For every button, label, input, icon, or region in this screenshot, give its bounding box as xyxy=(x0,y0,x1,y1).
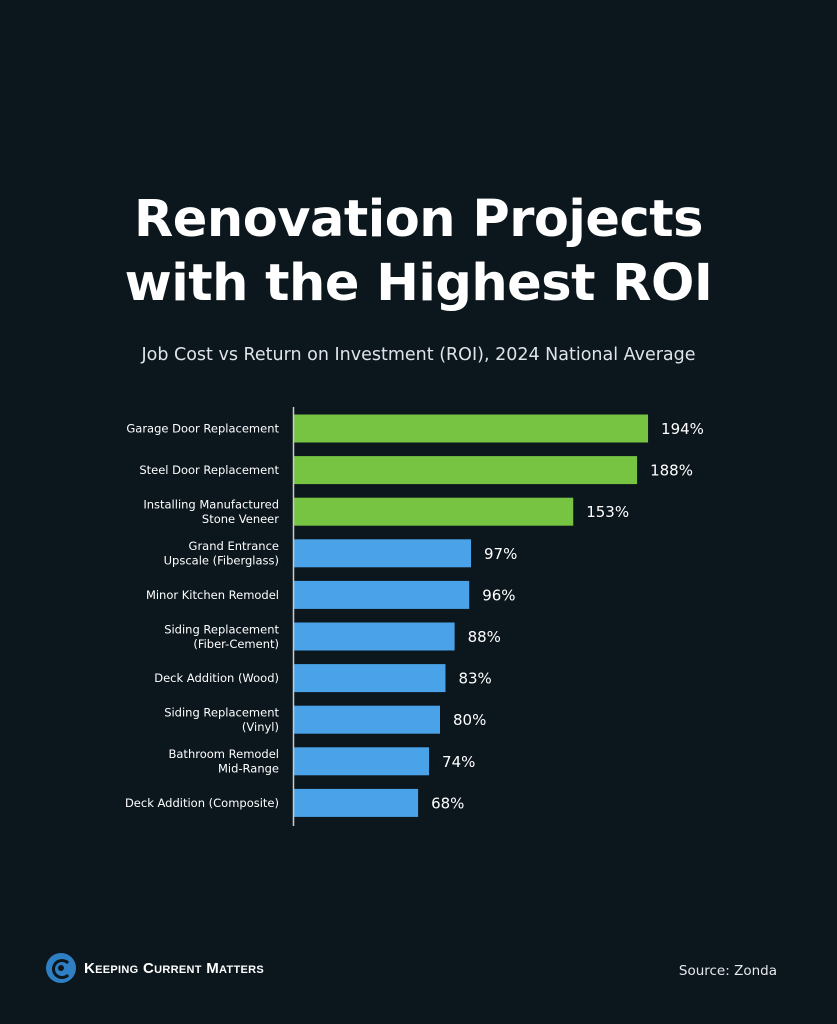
category-label-8: Siding Replacement (Vinyl) xyxy=(164,705,279,734)
bar-6 xyxy=(294,622,455,651)
value-label-4: 97% xyxy=(484,545,517,563)
bar-3 xyxy=(294,497,574,526)
value-label-8: 80% xyxy=(453,711,486,729)
chart-subtitle: Job Cost vs Return on Investment (ROI), … xyxy=(141,345,696,365)
value-label-10: 68% xyxy=(431,794,464,812)
category-label-2: Steel Door Replacement xyxy=(139,463,279,477)
category-label-4: Grand Entrance Upscale (Fiberglass) xyxy=(164,539,279,568)
category-label-6: Siding Replacement (Fiber-Cement) xyxy=(164,622,279,651)
bar-2 xyxy=(294,456,638,485)
category-label-10: Deck Addition (Composite) xyxy=(125,796,279,810)
value-label-2: 188% xyxy=(650,462,693,480)
value-label-5: 96% xyxy=(482,586,515,604)
brand-name: Keeping Current Matters xyxy=(84,959,264,977)
value-label-7: 83% xyxy=(458,670,491,688)
category-label-1: Garage Door Replacement xyxy=(126,422,279,436)
bar-4 xyxy=(294,539,472,568)
bar-8 xyxy=(294,705,440,734)
title-line-1: Renovation Projects xyxy=(134,190,703,249)
chart-title: Renovation Projects with the Highest ROI xyxy=(0,188,837,316)
bar-9 xyxy=(294,747,430,776)
brand-logo: Keeping Current Matters xyxy=(46,953,264,983)
category-label-3: Installing Manufactured Stone Veneer xyxy=(143,497,279,526)
source-note: Source: Zonda xyxy=(678,963,777,979)
value-label-9: 74% xyxy=(442,753,475,771)
value-label-1: 194% xyxy=(661,420,704,438)
category-label-9: Bathroom Remodel Mid-Range xyxy=(169,747,280,776)
value-label-6: 88% xyxy=(468,628,501,646)
bar-5 xyxy=(294,580,470,609)
value-label-3: 153% xyxy=(586,503,629,521)
category-label-5: Minor Kitchen Remodel xyxy=(146,588,279,602)
title-line-2: with the Highest ROI xyxy=(124,254,713,313)
bar-10 xyxy=(294,788,419,817)
spiral-logo-icon xyxy=(46,953,76,983)
category-label-7: Deck Addition (Wood) xyxy=(154,671,279,685)
bar-7 xyxy=(294,664,446,693)
bar-1 xyxy=(294,414,649,443)
